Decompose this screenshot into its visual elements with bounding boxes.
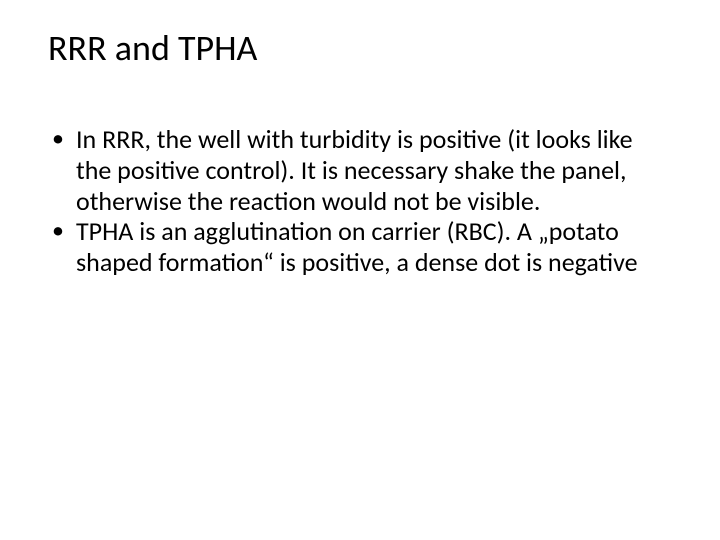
slide-body: In RRR, the well with turbidity is posit…	[48, 124, 672, 277]
slide-title: RRR and TPHA	[48, 28, 672, 69]
list-item: In RRR, the well with turbidity is posit…	[48, 124, 672, 216]
bullet-text: TPHA is an agglutination on carrier (RBC…	[76, 215, 638, 278]
slide: RRR and TPHA In RRR, the well with turbi…	[0, 0, 720, 540]
list-item: TPHA is an agglutination on carrier (RBC…	[48, 216, 672, 277]
bullet-text: In RRR, the well with turbidity is posit…	[76, 123, 633, 216]
bullet-list: In RRR, the well with turbidity is posit…	[48, 124, 672, 277]
